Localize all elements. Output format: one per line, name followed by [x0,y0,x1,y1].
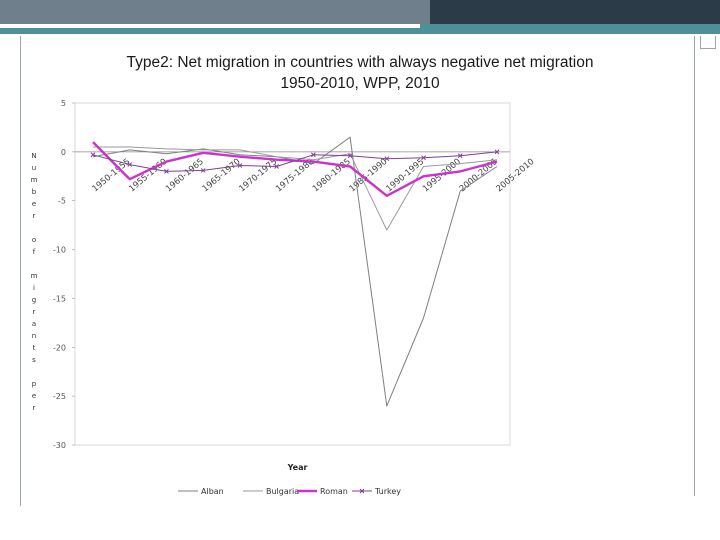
y-axis-label-char: p [31,380,37,388]
y-axis-label-char: r [32,308,36,316]
y-axis-label-char: N [31,152,37,160]
slide-frame-right [694,36,695,496]
y-axis-label-char: b [31,188,37,196]
y-axis-label-char: i [33,284,35,292]
data-point-turkey [457,153,463,159]
data-point-turkey [90,152,96,158]
data-point-turkey [164,169,169,174]
y-axis-label-char: u [31,164,37,172]
x-tick-label: 2005-2010 [495,157,537,194]
data-point-turkey [494,149,500,155]
series-line-bulgaria [93,146,498,231]
y-tick-label: -20 [53,343,66,352]
y-axis-label-char: r [32,212,36,220]
y-tick-label: -5 [58,197,66,206]
y-tick-label: -10 [53,246,66,255]
y-axis-label-char: t [32,344,36,352]
slide-frame-left [20,36,21,506]
data-point-turkey [421,155,426,161]
y-axis-label-char: a [31,320,37,328]
y-tick-label: -15 [53,294,66,303]
y-axis-label-char: e [31,200,37,208]
legend-label: Turkey [374,487,401,496]
y-axis-label-char: e [31,392,37,400]
x-axis-title: Year [287,463,308,472]
legend-label: Roman [320,487,348,496]
legend-marker [359,488,365,494]
series-line-turkey [92,151,498,172]
slide-accent-white-segment [0,24,420,28]
x-tick-label: 1960-1965 [164,157,206,194]
data-point-turkey [237,163,243,168]
data-point-turkey [311,152,316,158]
y-axis-label-char: o [31,236,37,244]
legend-label: Bulgaria [266,487,299,496]
data-point-turkey [200,168,206,173]
y-axis-label-char: f [32,248,36,256]
data-point-turkey [347,153,353,159]
x-tick-label: 1965-1970 [201,157,243,194]
legend-label: Alban [201,487,224,496]
slide-header-light-segment [0,0,430,24]
y-axis-label-char: m [30,272,38,280]
y-tick-label: 0 [61,148,66,157]
chart-title: Type2: Net migration in countries with a… [126,54,594,71]
x-tick-label: 1990-1995 [384,157,426,194]
y-tick-label: -25 [53,392,66,401]
y-axis-label-char: n [31,332,37,340]
slide-corner-decoration [700,36,716,49]
data-point-turkey [384,156,390,162]
plot-area [74,102,511,446]
chart-subtitle: 1950-2010, WPP, 2010 [280,75,440,92]
slide-header-band [0,0,720,24]
y-axis-label-char: m [30,176,38,184]
data-point-turkey [274,164,279,169]
y-tick-label: 5 [61,99,66,108]
y-tick-label: -30 [53,441,66,450]
y-axis-label-char: r [32,404,36,412]
x-tick-label: 1970-1975 [237,157,279,194]
y-axis-label-char: s [32,356,36,364]
chart-title-block: Type2: Net migration in countries with a… [80,52,640,94]
y-axis-label-char: g [31,296,37,304]
slide-accent-bar [0,24,720,34]
data-point-turkey [127,162,133,167]
